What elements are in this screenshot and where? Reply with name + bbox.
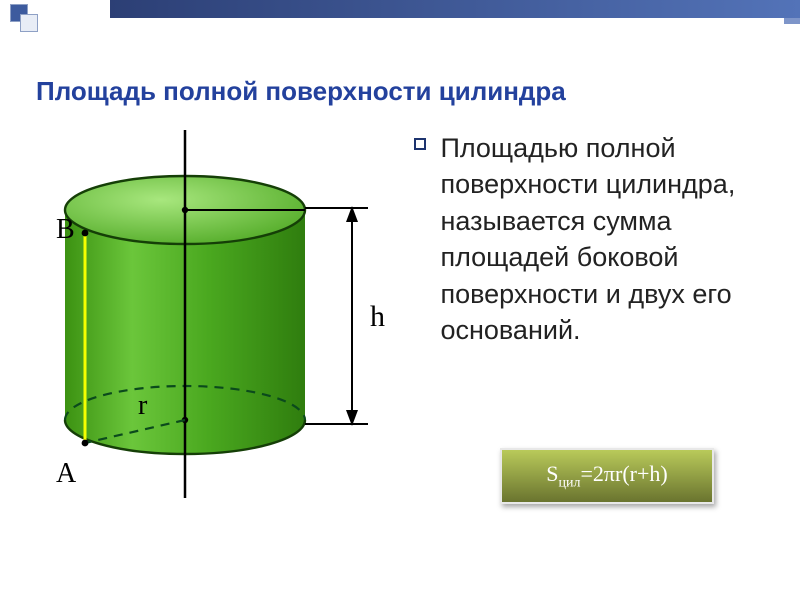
formula-prefix: S (546, 461, 558, 486)
header-bar-accent (784, 18, 800, 24)
formula-rest: =2πr(r+h) (581, 461, 668, 486)
formula-subscript: цил (559, 475, 581, 490)
label-r: r (138, 390, 148, 421)
formula-box: Sцил=2πr(r+h) (500, 448, 714, 504)
point-a-dot (82, 440, 89, 447)
body-text: Площадью полной поверхности цилиндра, на… (440, 130, 760, 349)
body-block: Площадью полной поверхности цилиндра, на… (414, 130, 774, 349)
point-b-dot (82, 230, 89, 237)
cylinder-diagram: B A r h (20, 120, 400, 510)
header-decor (0, 0, 800, 38)
label-h: h (370, 300, 385, 333)
header-bar (110, 0, 800, 18)
label-a: A (56, 458, 77, 489)
bullet-icon (414, 138, 426, 150)
slide-title: Площадь полной поверхности цилиндра (36, 76, 566, 107)
square-empty (20, 14, 38, 32)
label-b: B (56, 214, 75, 245)
formula: Sцил=2πr(r+h) (546, 461, 667, 491)
